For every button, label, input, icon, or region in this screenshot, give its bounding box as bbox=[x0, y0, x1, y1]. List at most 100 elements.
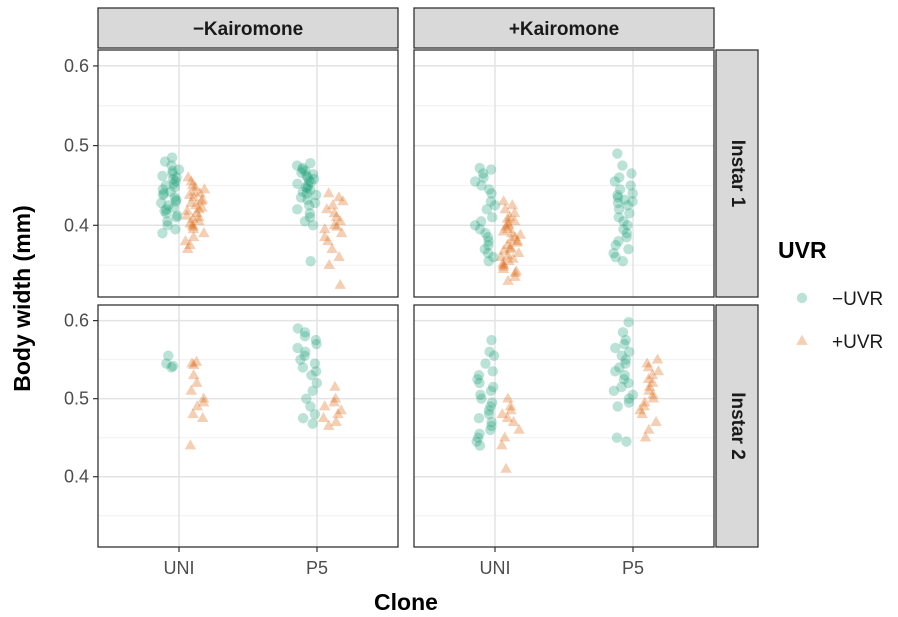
data-point bbox=[335, 404, 347, 415]
data-point bbox=[181, 242, 194, 254]
data-point bbox=[623, 397, 635, 408]
data-point bbox=[299, 216, 311, 227]
data-point bbox=[500, 462, 512, 473]
panel-background bbox=[98, 50, 398, 297]
data-point bbox=[167, 168, 178, 179]
data-point bbox=[623, 393, 635, 404]
panel-border bbox=[97, 49, 399, 298]
data-point bbox=[484, 346, 495, 358]
data-point bbox=[157, 184, 169, 195]
data-point bbox=[482, 247, 494, 259]
panel-border bbox=[413, 49, 715, 298]
data-point bbox=[612, 189, 623, 201]
data-point bbox=[483, 236, 494, 247]
data-point bbox=[504, 400, 517, 411]
data-point bbox=[613, 236, 624, 247]
series-minus-uvr-uni bbox=[471, 334, 500, 451]
data-point bbox=[331, 220, 343, 231]
data-point bbox=[333, 191, 345, 202]
x-tick-label: P5 bbox=[622, 558, 644, 578]
data-point bbox=[329, 380, 341, 391]
data-point bbox=[160, 180, 171, 191]
strip-background bbox=[715, 49, 759, 298]
data-point bbox=[157, 228, 168, 239]
axes-layer: 0.4 0.5 0.6 0.4 0.5 0.6 UNI P5 UNI P5 Clone Body wi… bbox=[9, 56, 644, 615]
data-point bbox=[292, 323, 304, 334]
legend-item-minus-uvr: −UVR bbox=[796, 289, 883, 310]
y-tick-label: 0.4 bbox=[64, 215, 89, 235]
data-point bbox=[478, 172, 489, 183]
data-point bbox=[166, 152, 178, 163]
data-point bbox=[472, 373, 483, 385]
data-point bbox=[643, 384, 655, 395]
data-point bbox=[619, 194, 630, 205]
y-axis-title: Body width (mm) bbox=[9, 205, 35, 392]
panel-2-1 bbox=[413, 49, 715, 298]
data-point bbox=[330, 211, 343, 222]
data-point bbox=[507, 252, 519, 263]
row-strip-label: Instar 1 bbox=[727, 140, 748, 208]
legend-label: +UVR bbox=[832, 332, 883, 353]
data-point bbox=[321, 203, 333, 214]
data-point bbox=[187, 212, 199, 223]
data-point bbox=[302, 172, 313, 183]
data-point bbox=[291, 160, 303, 171]
data-point bbox=[297, 164, 308, 175]
data-point bbox=[486, 397, 498, 408]
data-point bbox=[513, 246, 525, 258]
data-point bbox=[477, 168, 489, 179]
data-point bbox=[610, 240, 621, 251]
data-point bbox=[618, 216, 629, 227]
data-point bbox=[305, 185, 316, 196]
data-point bbox=[168, 202, 179, 213]
data-point bbox=[502, 219, 515, 230]
data-point bbox=[297, 362, 309, 373]
y-tick-label: 0.5 bbox=[64, 136, 89, 156]
data-point bbox=[328, 207, 341, 218]
data-point bbox=[299, 331, 311, 342]
data-point bbox=[307, 169, 319, 180]
data-point bbox=[504, 211, 516, 222]
data-point bbox=[471, 436, 482, 447]
panel-background bbox=[414, 50, 714, 297]
data-point bbox=[189, 180, 201, 191]
data-point bbox=[158, 188, 169, 199]
data-point bbox=[483, 184, 495, 195]
data-point bbox=[506, 199, 519, 210]
data-point bbox=[475, 216, 487, 227]
data-point bbox=[187, 223, 200, 234]
data-point bbox=[627, 196, 638, 207]
legend-item-plus-uvr: +UVR bbox=[796, 332, 883, 353]
data-point bbox=[617, 327, 629, 338]
data-point bbox=[612, 401, 623, 412]
data-point bbox=[481, 204, 493, 215]
data-point bbox=[335, 227, 348, 238]
data-point bbox=[187, 408, 199, 419]
data-point bbox=[619, 338, 630, 350]
data-point bbox=[172, 210, 183, 221]
data-point bbox=[614, 362, 625, 373]
data-point bbox=[608, 247, 619, 259]
data-point bbox=[497, 195, 510, 206]
data-point bbox=[305, 255, 316, 267]
data-point bbox=[469, 220, 481, 231]
data-point bbox=[636, 408, 648, 419]
data-point bbox=[163, 350, 174, 361]
data-point bbox=[480, 358, 491, 369]
panel-border bbox=[413, 304, 715, 548]
data-point bbox=[304, 212, 316, 223]
data-point bbox=[297, 412, 309, 424]
data-point bbox=[196, 201, 208, 212]
data-point bbox=[166, 362, 177, 373]
data-point bbox=[301, 393, 312, 404]
data-point bbox=[187, 220, 199, 231]
data-point bbox=[197, 392, 210, 403]
data-point bbox=[486, 420, 497, 432]
panel-background bbox=[414, 305, 714, 547]
data-point bbox=[159, 156, 171, 167]
row-strip-1: Instar 1 bbox=[715, 49, 759, 298]
data-point bbox=[322, 235, 334, 246]
strip-background bbox=[97, 7, 399, 49]
data-point bbox=[497, 260, 510, 271]
data-point bbox=[307, 418, 318, 429]
